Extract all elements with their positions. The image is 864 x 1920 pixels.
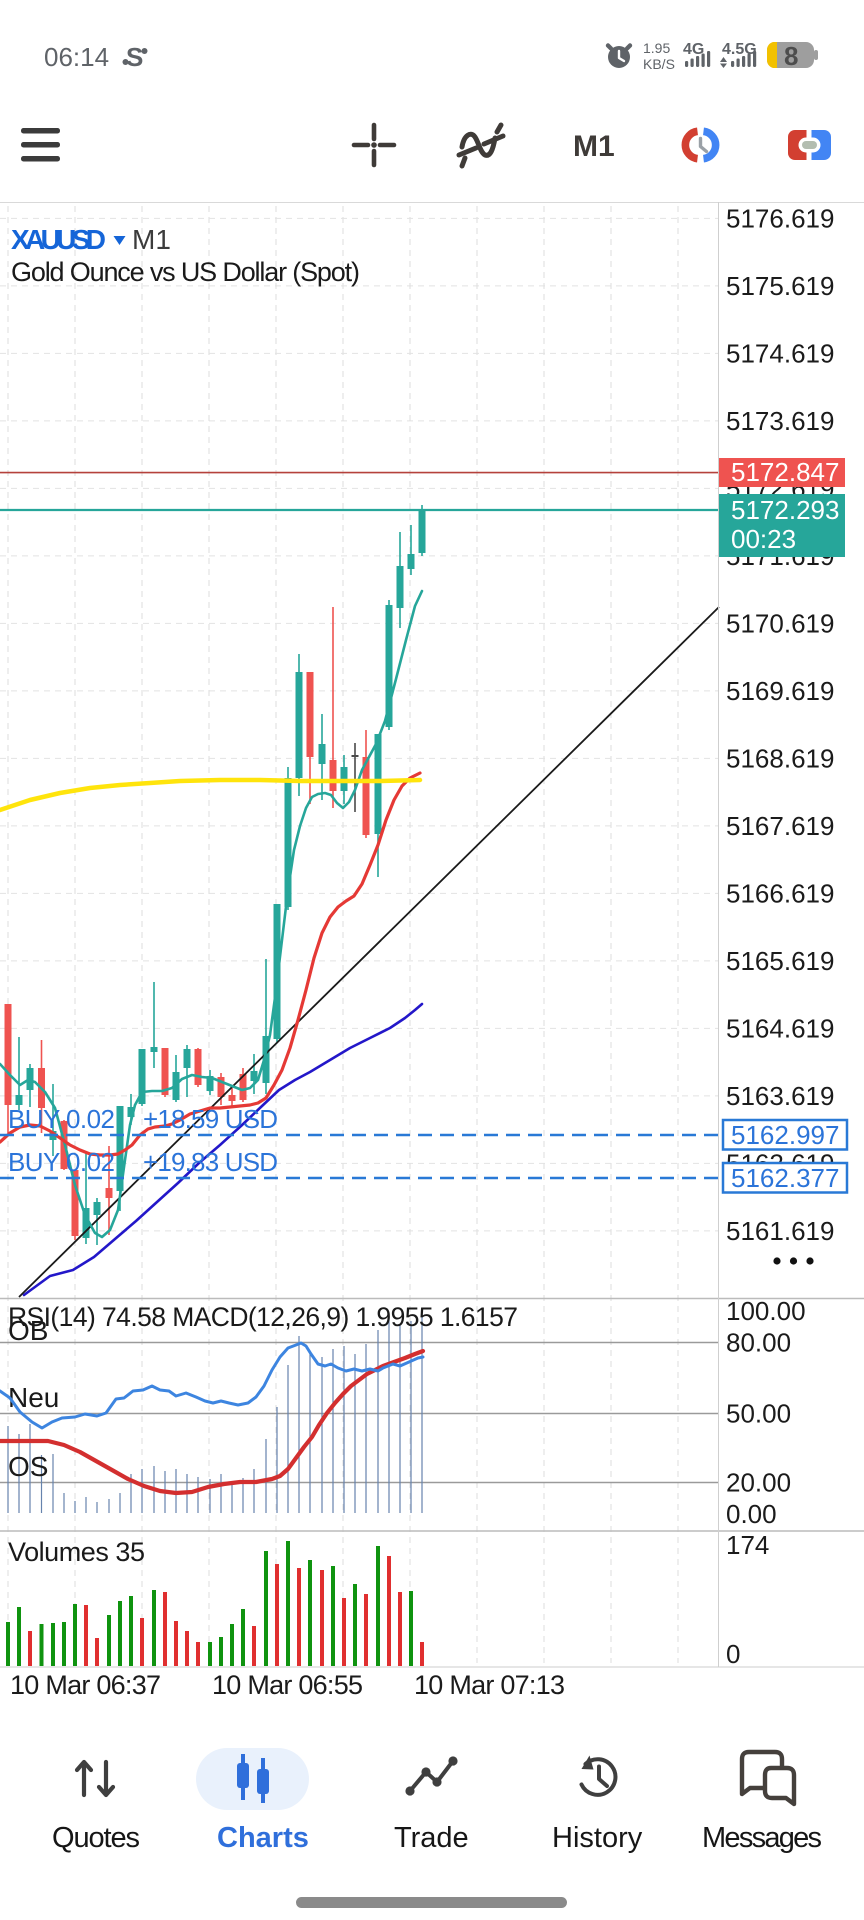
svg-text:Messages: Messages <box>702 1822 822 1854</box>
svg-text:10 Mar 07:13: 10 Mar 07:13 <box>414 1670 565 1700</box>
svg-text:5172.293: 5172.293 <box>731 495 839 525</box>
svg-text:Trade: Trade <box>394 1822 469 1854</box>
svg-text:5169.619: 5169.619 <box>726 676 834 706</box>
svg-text:5175.619: 5175.619 <box>726 271 834 301</box>
svg-text:S: S <box>126 42 143 72</box>
svg-text:4G: 4G <box>683 41 704 58</box>
svg-text:5172.847: 5172.847 <box>731 457 839 487</box>
svg-text:100.00: 100.00 <box>726 1296 806 1326</box>
svg-text:5170.619: 5170.619 <box>726 608 834 638</box>
svg-text:5174.619: 5174.619 <box>726 338 834 368</box>
svg-text:50.00: 50.00 <box>726 1399 791 1429</box>
svg-text:OB: OB <box>8 1315 48 1346</box>
svg-text:5168.619: 5168.619 <box>726 743 834 773</box>
svg-text:Gold Ounce vs US Dollar (Spot): Gold Ounce vs US Dollar (Spot) <box>11 257 360 287</box>
svg-text:0.00: 0.00 <box>726 1499 777 1529</box>
svg-text:1.95: 1.95 <box>643 40 670 56</box>
svg-text:XAUUSD: XAUUSD <box>11 224 106 255</box>
svg-text:0: 0 <box>726 1639 740 1669</box>
svg-text:+18.59 USD: +18.59 USD <box>143 1104 278 1134</box>
svg-text:BUY 0.02: BUY 0.02 <box>8 1147 115 1177</box>
svg-text:5162.377: 5162.377 <box>731 1163 839 1193</box>
svg-text:Charts: Charts <box>217 1822 309 1854</box>
svg-text:20.00: 20.00 <box>726 1468 791 1498</box>
svg-text:Volumes 35: Volumes 35 <box>8 1537 145 1567</box>
svg-text:5173.619: 5173.619 <box>726 406 834 436</box>
svg-text:5166.619: 5166.619 <box>726 878 834 908</box>
svg-text:10 Mar 06:55: 10 Mar 06:55 <box>212 1670 363 1700</box>
svg-text:4.5G: 4.5G <box>722 41 757 58</box>
svg-text:174: 174 <box>726 1530 769 1560</box>
svg-text:5162.997: 5162.997 <box>731 1120 839 1150</box>
svg-text:8: 8 <box>784 41 798 71</box>
svg-text:History: History <box>552 1822 643 1854</box>
svg-text:M1: M1 <box>132 224 171 255</box>
svg-text:80.00: 80.00 <box>726 1328 791 1358</box>
svg-text:5161.619: 5161.619 <box>726 1216 834 1246</box>
svg-text:10 Mar 06:37: 10 Mar 06:37 <box>10 1670 161 1700</box>
svg-text:5165.619: 5165.619 <box>726 946 834 976</box>
svg-text:M1: M1 <box>573 130 615 163</box>
svg-text:06:14: 06:14 <box>44 42 109 72</box>
svg-text:5163.619: 5163.619 <box>726 1081 834 1111</box>
svg-text:BUY 0.02: BUY 0.02 <box>8 1104 115 1134</box>
svg-text:+19.83 USD: +19.83 USD <box>143 1147 278 1177</box>
svg-text:KB/S: KB/S <box>643 56 675 72</box>
svg-text:OS: OS <box>8 1451 48 1482</box>
svg-text:00:23: 00:23 <box>731 524 796 554</box>
svg-text:Quotes: Quotes <box>52 1822 140 1854</box>
svg-text:5164.619: 5164.619 <box>726 1013 834 1043</box>
svg-text:5167.619: 5167.619 <box>726 811 834 841</box>
svg-text:5176.619: 5176.619 <box>726 203 834 233</box>
svg-text:RSI(14) 74.58 MACD(12,26,9) 1.: RSI(14) 74.58 MACD(12,26,9) 1.9955 1.615… <box>8 1302 518 1332</box>
